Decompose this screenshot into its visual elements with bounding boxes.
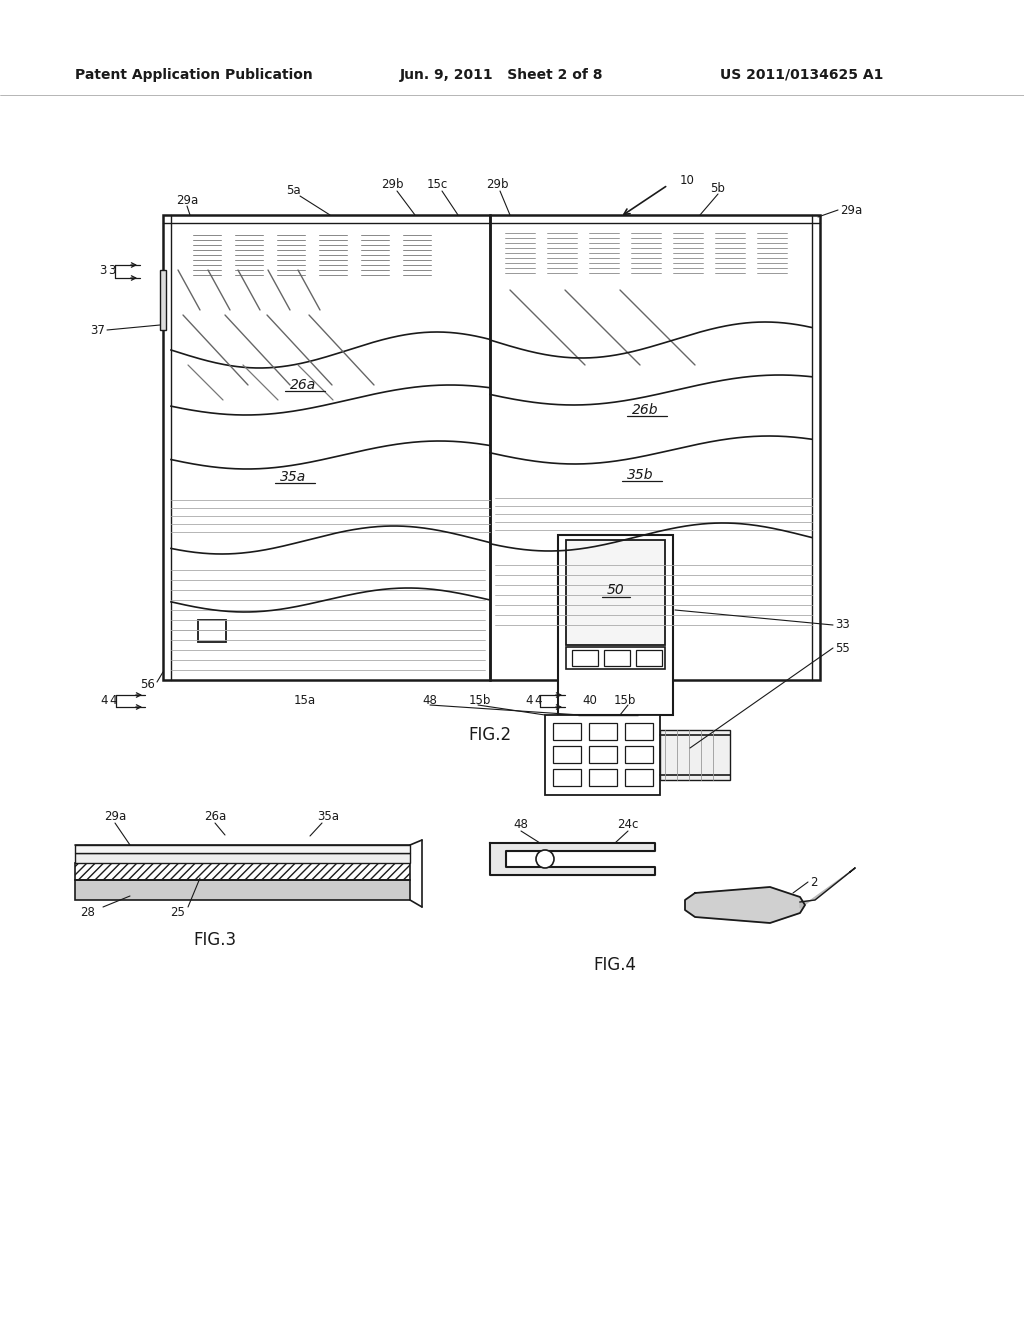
Text: FIG.4: FIG.4 [594, 956, 637, 974]
Bar [589, 746, 617, 763]
Bar [75, 863, 410, 880]
Bar [553, 770, 581, 785]
Bar [490, 215, 820, 680]
Text: 4: 4 [100, 693, 108, 706]
Bar [553, 746, 581, 763]
Text: 50: 50 [607, 583, 625, 597]
Text: 29a: 29a [840, 203, 862, 216]
Bar [160, 271, 166, 330]
Text: 25: 25 [171, 906, 185, 919]
Bar [625, 746, 653, 763]
Text: 15b: 15b [469, 693, 492, 706]
Text: 55: 55 [835, 642, 850, 655]
Bar [163, 215, 490, 680]
Text: 29b: 29b [485, 178, 508, 191]
Text: 24c: 24c [617, 818, 639, 832]
Text: 10: 10 [680, 173, 695, 186]
Bar [553, 723, 581, 741]
Polygon shape [800, 869, 855, 908]
Bar [75, 845, 410, 853]
Text: 29b: 29b [381, 178, 403, 191]
Text: 29a: 29a [176, 194, 198, 206]
Text: 5b: 5b [711, 181, 725, 194]
Bar [75, 880, 410, 900]
Bar [566, 540, 665, 645]
Polygon shape [490, 843, 655, 875]
Text: 37: 37 [90, 323, 105, 337]
Text: 15b: 15b [613, 693, 636, 706]
Bar [636, 649, 662, 667]
Text: 29a: 29a [103, 810, 126, 824]
Text: 5a: 5a [286, 183, 300, 197]
Bar [558, 535, 673, 715]
Bar [566, 647, 665, 669]
Bar [604, 649, 630, 667]
Text: FIG.3: FIG.3 [194, 931, 237, 949]
Text: 56: 56 [140, 678, 155, 692]
Text: 2: 2 [810, 875, 817, 888]
Text: 15c: 15c [426, 178, 447, 191]
Text: 48: 48 [514, 818, 528, 832]
Text: 28: 28 [81, 906, 95, 919]
Text: 40: 40 [583, 693, 597, 706]
Text: 4: 4 [535, 694, 542, 708]
Bar [198, 620, 226, 642]
Text: 15a: 15a [294, 693, 316, 706]
Bar [589, 723, 617, 741]
Text: 4: 4 [525, 693, 534, 706]
Text: 33: 33 [835, 619, 850, 631]
Text: 26b: 26b [632, 403, 658, 417]
Text: 3: 3 [99, 264, 106, 276]
Text: FIG.2: FIG.2 [468, 726, 512, 744]
Bar [625, 723, 653, 741]
Text: 26a: 26a [204, 810, 226, 824]
Text: Jun. 9, 2011   Sheet 2 of 8: Jun. 9, 2011 Sheet 2 of 8 [400, 69, 603, 82]
Text: 48: 48 [423, 693, 437, 706]
Bar [572, 649, 598, 667]
Polygon shape [685, 887, 805, 923]
Text: 35b: 35b [627, 469, 653, 482]
Bar [545, 715, 660, 795]
Text: 26a: 26a [290, 378, 316, 392]
Text: Patent Application Publication: Patent Application Publication [75, 69, 312, 82]
Text: US 2011/0134625 A1: US 2011/0134625 A1 [720, 69, 884, 82]
Bar [625, 770, 653, 785]
Text: 35a: 35a [280, 470, 306, 484]
Circle shape [536, 850, 554, 869]
Bar [75, 853, 410, 863]
Text: 4: 4 [110, 694, 117, 708]
Text: 3: 3 [109, 264, 116, 277]
Bar [660, 730, 730, 780]
Text: 35a: 35a [317, 810, 339, 824]
Bar [589, 770, 617, 785]
